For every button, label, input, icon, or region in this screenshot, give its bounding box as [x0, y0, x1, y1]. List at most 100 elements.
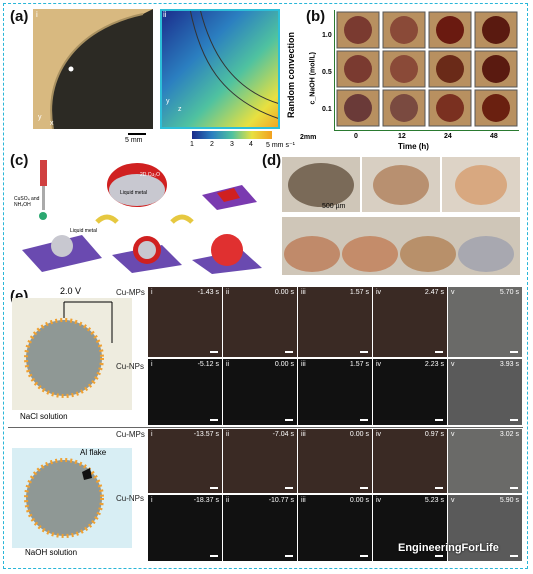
- roman: ii: [226, 361, 230, 368]
- roman: iv: [376, 431, 382, 438]
- nacl-label: NaCl solution: [20, 412, 68, 421]
- cbar-tick-2: 2: [210, 141, 214, 148]
- roman: iv: [376, 361, 382, 368]
- b-scale: 2mm: [300, 134, 317, 141]
- time: 3.02 s: [499, 431, 519, 438]
- schematic-c: [12, 160, 272, 275]
- b-ylabel: c_NaOH (mol/L): [309, 51, 317, 105]
- tile-scale-bar: [210, 487, 218, 489]
- nacl-schematic-graphic: [24, 301, 113, 398]
- tile-scale-bar: [510, 419, 518, 421]
- roman: ii: [226, 497, 230, 504]
- tile-scale-bar: [510, 555, 518, 557]
- tile-r1-c5: v 5.70 s: [448, 287, 522, 357]
- roman: i: [151, 289, 153, 296]
- col-48: 48: [490, 133, 498, 140]
- schematic-c-graphic: [22, 160, 262, 274]
- time: 0.00 s: [349, 431, 369, 438]
- time: 3.93 s: [499, 361, 519, 368]
- tile-r1-c1: i -1.43 s: [148, 287, 222, 357]
- tile-scale-bar: [435, 351, 443, 353]
- tile-r1-c3: iii 1.57 s: [298, 287, 372, 357]
- droplet-photo-graphic: [50, 9, 153, 129]
- roman: v: [451, 497, 455, 504]
- liquid-metal-label: Liquid metal: [70, 228, 97, 234]
- e-divider: [8, 427, 523, 428]
- reagent-label: CuSO₄ and NH₄OH: [14, 196, 40, 208]
- al-flake-label: Al flake: [80, 448, 107, 457]
- tile-scale-bar: [360, 351, 368, 353]
- tile-r2-c5: v 3.93 s: [448, 359, 522, 425]
- time: 5.23 s: [424, 497, 444, 504]
- tile-r2-c3: iii 1.57 s: [298, 359, 372, 425]
- liquid-metal-label-2: Liquid metal: [120, 190, 147, 196]
- cbar-tick-3: 3: [230, 141, 234, 148]
- tile-r3-c5: v 3.02 s: [448, 429, 522, 493]
- roman: i: [151, 497, 153, 504]
- tile-r4-c4: iv 5.23 s: [373, 495, 447, 561]
- time: -10.77 s: [268, 497, 294, 504]
- panel-a-photo: [33, 9, 153, 129]
- tile-scale-bar: [435, 419, 443, 421]
- tile-scale-bar: [210, 351, 218, 353]
- panel-a-label: (a): [10, 8, 29, 25]
- tile-r4-c1: i -18.37 s: [148, 495, 222, 561]
- tile-r3-c4: iv 0.97 s: [373, 429, 447, 493]
- row-1.0: 1.0: [322, 32, 332, 39]
- naoh-label: NaOH solution: [25, 548, 78, 557]
- tile-r3-c2: ii -7.04 s: [223, 429, 297, 493]
- tile-r4-c2: ii -10.77 s: [223, 495, 297, 561]
- row-0.5: 0.5: [322, 69, 332, 76]
- tile-r2-c2: ii 0.00 s: [223, 359, 297, 425]
- panel-a-sub-i: i: [36, 10, 38, 19]
- tile-scale-bar: [435, 487, 443, 489]
- tile-r2-c4: iv 2.23 s: [373, 359, 447, 425]
- panel-b-label: (b): [306, 8, 326, 25]
- axis-y-label: y: [38, 114, 42, 121]
- axis-y2-label: y: [166, 98, 170, 105]
- row-0.1: 0.1: [322, 106, 332, 113]
- panel-d-photos: [282, 157, 520, 275]
- cbar-tick-4: 4: [249, 141, 253, 148]
- nacl-schematic: [12, 298, 132, 410]
- roman: i: [151, 361, 153, 368]
- tile-scale-bar: [285, 487, 293, 489]
- roman: v: [451, 289, 455, 296]
- tile-r4-c3: iii 0.00 s: [298, 495, 372, 561]
- time: 2.23 s: [424, 361, 444, 368]
- flow-field-map: [160, 9, 280, 129]
- panel-c-label: (c): [10, 152, 29, 169]
- tile-scale-bar: [435, 555, 443, 557]
- tile-scale-bar: [285, 555, 293, 557]
- row-label-2: Cu-NPs: [116, 362, 145, 371]
- tile-r2-c1: i -5.12 s: [148, 359, 222, 425]
- col-24: 24: [444, 133, 452, 140]
- time: 0.00 s: [349, 497, 369, 504]
- time: 0.00 s: [274, 289, 294, 296]
- tile-scale-bar: [510, 351, 518, 353]
- time: -18.37 s: [193, 497, 219, 504]
- time: 5.90 s: [499, 497, 519, 504]
- tile-r4-c5: v 5.90 s: [448, 495, 522, 561]
- panel-d-label: (d): [262, 152, 282, 169]
- tile-r1-c4: iv 2.47 s: [373, 287, 447, 357]
- col-12: 12: [398, 133, 406, 140]
- time: 5.70 s: [499, 289, 519, 296]
- scale-bar: [128, 133, 146, 135]
- cbar-tick-5: 5 mm s⁻¹: [266, 142, 295, 149]
- flow-field-graphic: [160, 9, 280, 129]
- tile-scale-bar: [510, 487, 518, 489]
- time: 0.00 s: [274, 361, 294, 368]
- row-label-3: Cu-MPs: [116, 430, 145, 439]
- axis-z-label: z: [178, 106, 182, 113]
- scale-label: 5 mm: [125, 137, 143, 144]
- panel-d-graphic: [282, 157, 520, 275]
- time: -5.12 s: [197, 361, 219, 368]
- b-grid: [334, 10, 519, 131]
- row-label-1: Cu-MPs: [116, 288, 145, 297]
- roman: iii: [301, 361, 306, 368]
- panel-a-sub-ii: ii: [163, 10, 167, 19]
- roman: iii: [301, 431, 306, 438]
- axis-x-label: x: [50, 120, 54, 127]
- roman: i: [151, 431, 153, 438]
